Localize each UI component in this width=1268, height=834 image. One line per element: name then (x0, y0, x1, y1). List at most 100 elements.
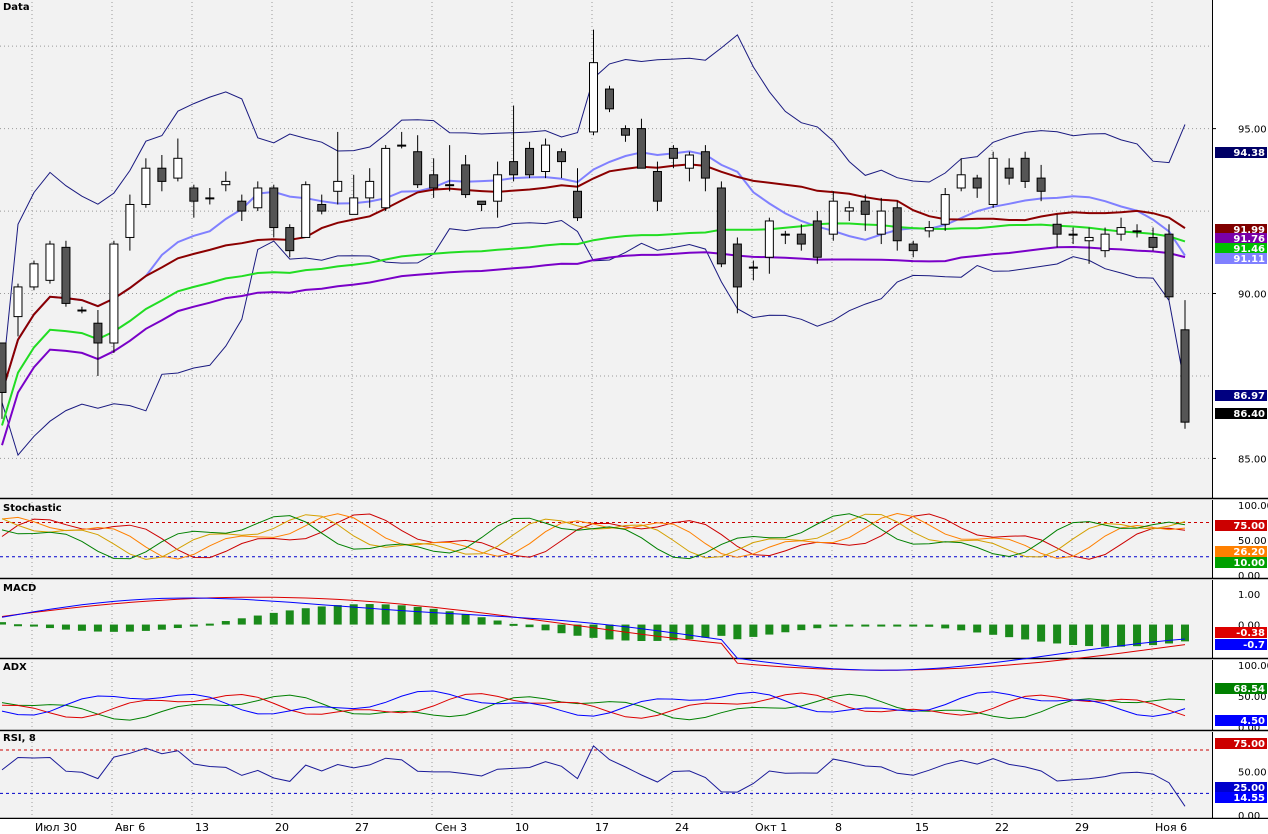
rsi-value-label: 14.55 (1233, 793, 1265, 804)
macd-value-label: -0.38 (1236, 628, 1265, 639)
macd-value-label-box (1215, 639, 1267, 650)
macd-histogram-bar (797, 624, 806, 631)
candle-body (604, 88, 614, 110)
macd-histogram-bar (301, 608, 310, 625)
macd-histogram-bar (861, 624, 870, 627)
candle-body (205, 197, 215, 200)
candle-body (796, 233, 806, 245)
adx-tick-label: 0.00 (1238, 723, 1260, 734)
date-tick-label: 22 (995, 821, 1009, 834)
date-tick-label: 27 (355, 821, 369, 834)
candle-body (764, 220, 774, 258)
candle-body (237, 200, 247, 212)
macd-histogram-bar (509, 623, 518, 626)
macd-histogram-bar (109, 624, 118, 632)
adx-value-label: 4.50 (1240, 716, 1265, 727)
macd-histogram-bar (173, 624, 182, 629)
price-tick-label: 90.00 (1238, 290, 1267, 301)
macd-histogram-bar (925, 624, 934, 627)
candle-body (141, 167, 151, 205)
candle-body (525, 147, 535, 176)
stoch-value-label-box (1215, 546, 1267, 557)
macd-histogram-bar (557, 624, 566, 634)
stoch-tick-label: 0.00 (1238, 571, 1260, 582)
candle-body (620, 128, 630, 136)
stoch-line (1, 513, 1186, 560)
price-value-label: 91.99 (1233, 225, 1265, 236)
candle-body (541, 144, 551, 172)
candle-body (1036, 177, 1046, 192)
candle-body (700, 151, 710, 179)
macd-value-label: -0.7 (1243, 640, 1265, 651)
adx-line (1, 690, 1186, 717)
candle-body (557, 151, 567, 163)
macd-histogram-bar (1165, 624, 1174, 644)
macd-histogram-bar (269, 612, 278, 625)
adx-value-label: 68.54 (1233, 684, 1265, 695)
macd-histogram-bar (29, 624, 38, 627)
macd-histogram-bar (573, 624, 582, 636)
candle-body (1164, 233, 1174, 298)
macd-tick-label: 1.00 (1238, 590, 1260, 601)
stoch-line (1, 513, 1186, 560)
macd-histogram-bar (397, 605, 406, 625)
price-value-label-box (1215, 233, 1267, 244)
macd-value-label-box (1215, 627, 1267, 638)
candle-body (1020, 157, 1030, 182)
macd-histogram-bar (221, 621, 230, 625)
macd-histogram-bar (909, 624, 918, 627)
macd-histogram-bar (0, 622, 6, 625)
candle-body (652, 170, 662, 202)
candle-body (269, 187, 279, 229)
macd-histogram-bar (77, 624, 86, 631)
price-tick-label: 95.00 (1238, 125, 1267, 136)
macd-histogram-bar (461, 614, 470, 625)
macd-histogram-bar (685, 624, 694, 640)
candle-body (381, 147, 391, 209)
candle-body (1084, 236, 1094, 242)
macd-histogram-bar (141, 624, 150, 631)
macd-histogram-bar (605, 624, 614, 640)
candle-body (253, 187, 263, 209)
adx-line (1, 692, 1186, 719)
candle-body (125, 203, 135, 238)
candle-body (940, 194, 950, 225)
price-value-label-box (1215, 390, 1267, 401)
price-value-label-box (1215, 243, 1267, 254)
stoch-plot-area (0, 500, 1212, 578)
price-value-label: 91.46 (1233, 244, 1265, 255)
candle-body (908, 243, 918, 252)
rsi-tick-label: 0.00 (1238, 811, 1260, 822)
stoch-value-label: 75.00 (1233, 521, 1265, 532)
macd-histogram-bar (1053, 624, 1062, 644)
macd-histogram-bar (253, 615, 262, 625)
candle-body (221, 180, 231, 186)
candle-body (1052, 223, 1062, 235)
stoch-value-label-box (1215, 557, 1267, 568)
candle-body (1180, 329, 1190, 423)
macd-histogram-bar (317, 606, 326, 625)
candle-body (365, 180, 375, 199)
candle-body (589, 62, 598, 133)
macd-histogram-bar (205, 623, 214, 626)
adx-value-label-box (1215, 683, 1267, 694)
ma-green-line (1, 222, 1186, 426)
candle-body (0, 342, 7, 393)
candle-body (1132, 230, 1142, 233)
candle-body (972, 177, 982, 189)
candle-body (333, 180, 343, 192)
macd-histogram-bar (1037, 624, 1046, 642)
macd-histogram-bar (733, 624, 742, 640)
candle-body (317, 203, 327, 212)
macd-histogram-bar (477, 617, 486, 625)
price-value-label-box (1215, 408, 1267, 419)
price-tick-label: 85.00 (1238, 454, 1267, 465)
adx-tick-label: 50.00 (1238, 692, 1267, 703)
candle-body (29, 263, 39, 288)
candle-body (493, 174, 503, 202)
macd-histogram-bar (765, 624, 774, 635)
candle-body (109, 243, 119, 344)
candle-body (93, 322, 103, 344)
rsi-value-label-box (1215, 792, 1267, 803)
